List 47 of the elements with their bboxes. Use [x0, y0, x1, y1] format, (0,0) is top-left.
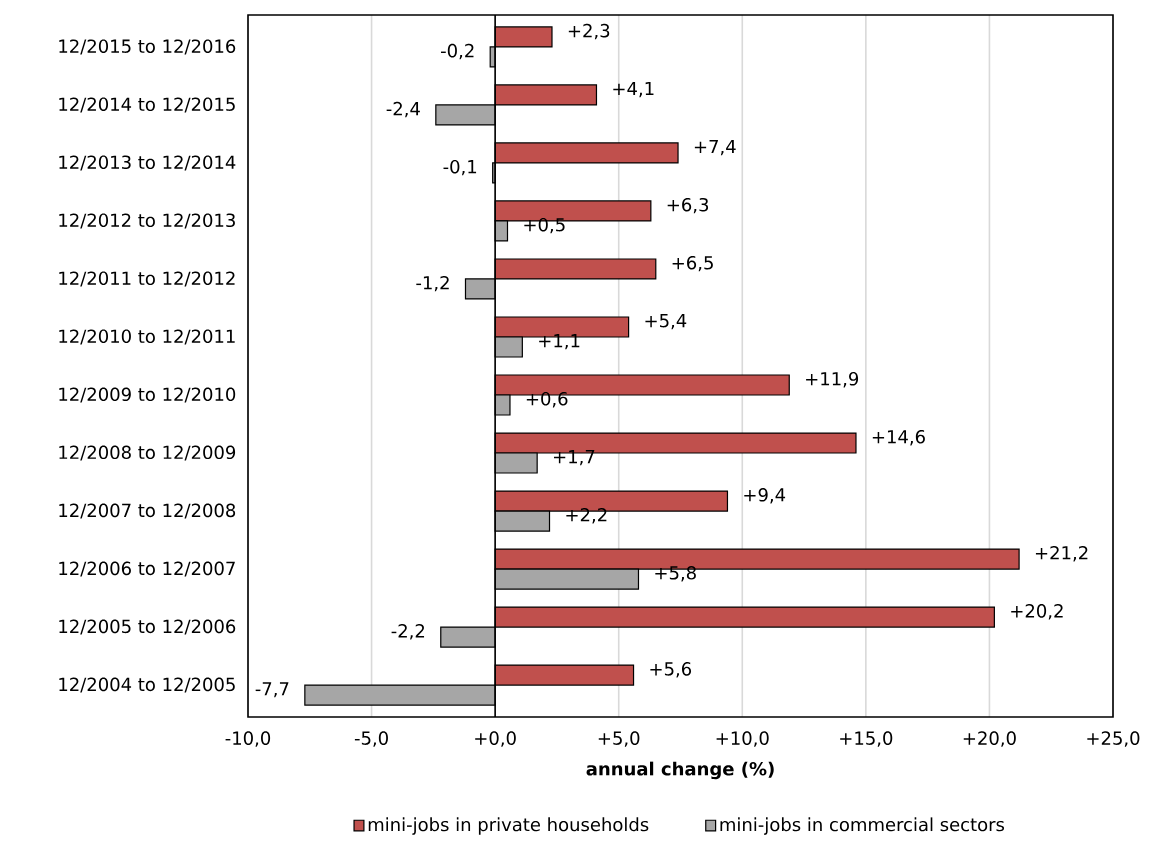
y-tick-label: 12/2008 to 12/2009: [59, 445, 236, 461]
x-tick-label: +15,0: [840, 731, 893, 747]
data-label: +1,1: [539, 334, 580, 350]
y-tick-label: 12/2006 to 12/2007: [59, 561, 235, 577]
data-label: +5,6: [650, 662, 692, 678]
y-tick-label: 12/2014 to 12/2015: [59, 97, 235, 113]
x-tick-label: +5,0: [598, 731, 640, 747]
data-label: +5,4: [645, 314, 687, 330]
y-tick-label: 12/2015 to 12/2016: [59, 39, 236, 55]
x-axis-title: annual change (%): [586, 761, 774, 780]
x-tick-label: +0,0: [475, 731, 516, 747]
data-label: +4,1: [613, 81, 654, 98]
data-label: +6,5: [672, 255, 713, 272]
data-label: +6,3: [667, 197, 709, 214]
y-tick-label: 12/2011 to 12/2012: [59, 271, 235, 287]
y-tick-label: 12/2010 to 12/2011: [59, 329, 235, 345]
data-label: +2,2: [566, 507, 607, 524]
y-tick-label: 12/2009 to 12/2010: [59, 387, 236, 403]
data-label: +5,8: [655, 566, 696, 582]
x-tick-label: +10,0: [716, 731, 769, 747]
data-label: -7,7: [255, 682, 289, 698]
data-label: +1,7: [554, 450, 595, 466]
data-label: -2,2: [391, 624, 425, 640]
y-tick-label: 12/2013 to 12/2014: [59, 155, 236, 171]
data-label: +7,4: [694, 139, 736, 156]
legend-label: mini-jobs in commercial sectors: [720, 817, 1005, 835]
y-tick-label: 12/2005 to 12/2006: [59, 619, 236, 635]
y-tick-label: 12/2007 to 12/2008: [59, 503, 236, 519]
data-label: +0,5: [524, 217, 565, 234]
data-label: +20,2: [1011, 604, 1063, 620]
data-label: -2,4: [386, 101, 420, 118]
data-label: -1,2: [416, 275, 449, 292]
data-label: +21,2: [1035, 546, 1088, 562]
y-tick-label: 12/2004 to 12/2005: [59, 677, 235, 693]
data-label: +2,3: [568, 23, 610, 40]
x-tick-label: -5,0: [354, 731, 388, 747]
data-label: +11,9: [806, 371, 859, 388]
x-tick-label: -10,0: [225, 731, 271, 747]
data-label: +9,4: [744, 487, 786, 504]
data-label: +14,6: [872, 429, 925, 446]
data-label: +0,6: [526, 391, 568, 408]
data-label: -0,2: [441, 43, 474, 60]
data-label: -0,1: [443, 159, 477, 176]
x-tick-label: +25,0: [1087, 731, 1140, 747]
legend-label: mini-jobs in private households: [368, 817, 649, 835]
y-tick-label: 12/2012 to 12/2013: [59, 213, 235, 229]
x-tick-label: +20,0: [963, 731, 1016, 747]
